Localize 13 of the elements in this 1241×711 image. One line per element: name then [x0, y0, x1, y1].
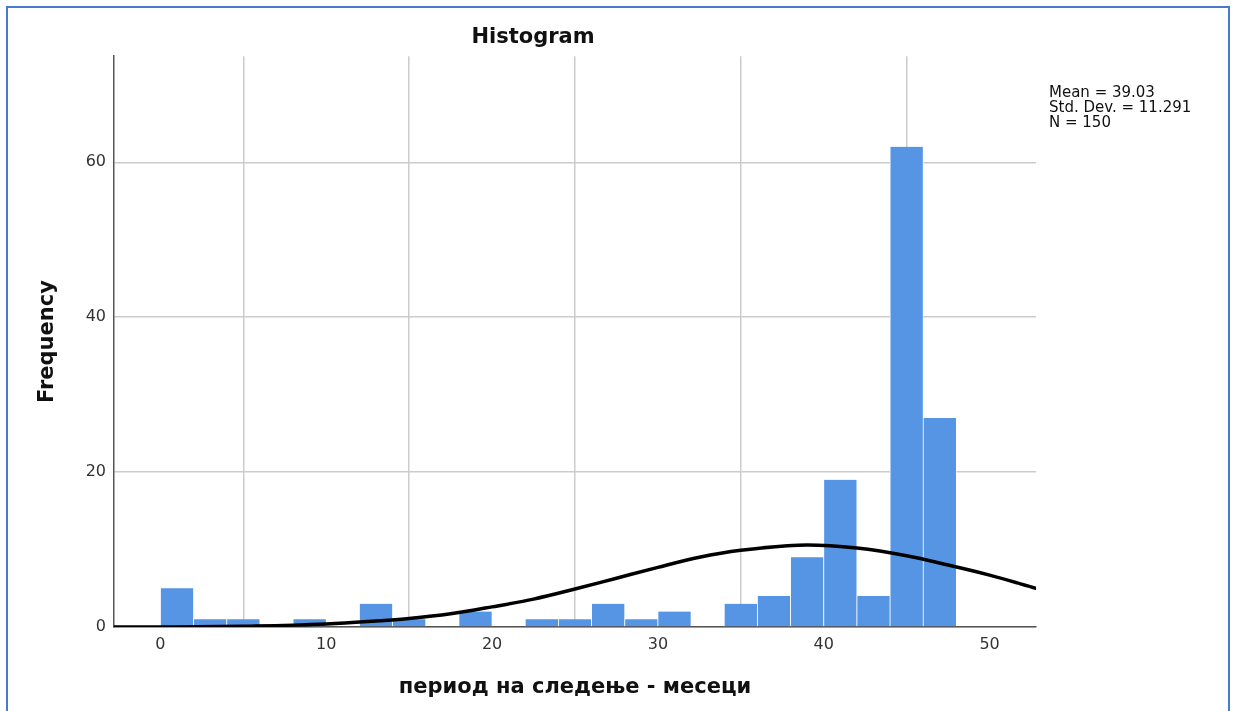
y-tick-label: 0: [95, 616, 106, 636]
y-tick-label: 60: [85, 151, 106, 171]
y-tick-label: 20: [85, 461, 106, 481]
y-tick-label: 40: [85, 306, 106, 326]
x-tick-label: 50: [979, 633, 1000, 653]
x-tick-label: 20: [481, 633, 503, 653]
chart-title: Histogram: [471, 24, 595, 49]
x-tick-label: 30: [647, 633, 669, 653]
x-tick-label: 0: [155, 633, 166, 653]
y-axis-title: Frequency: [34, 279, 59, 404]
x-axis-title: период на следење - месеци: [398, 673, 752, 698]
x-tick-label: 40: [813, 633, 834, 653]
x-tick-label: 10: [316, 633, 337, 653]
